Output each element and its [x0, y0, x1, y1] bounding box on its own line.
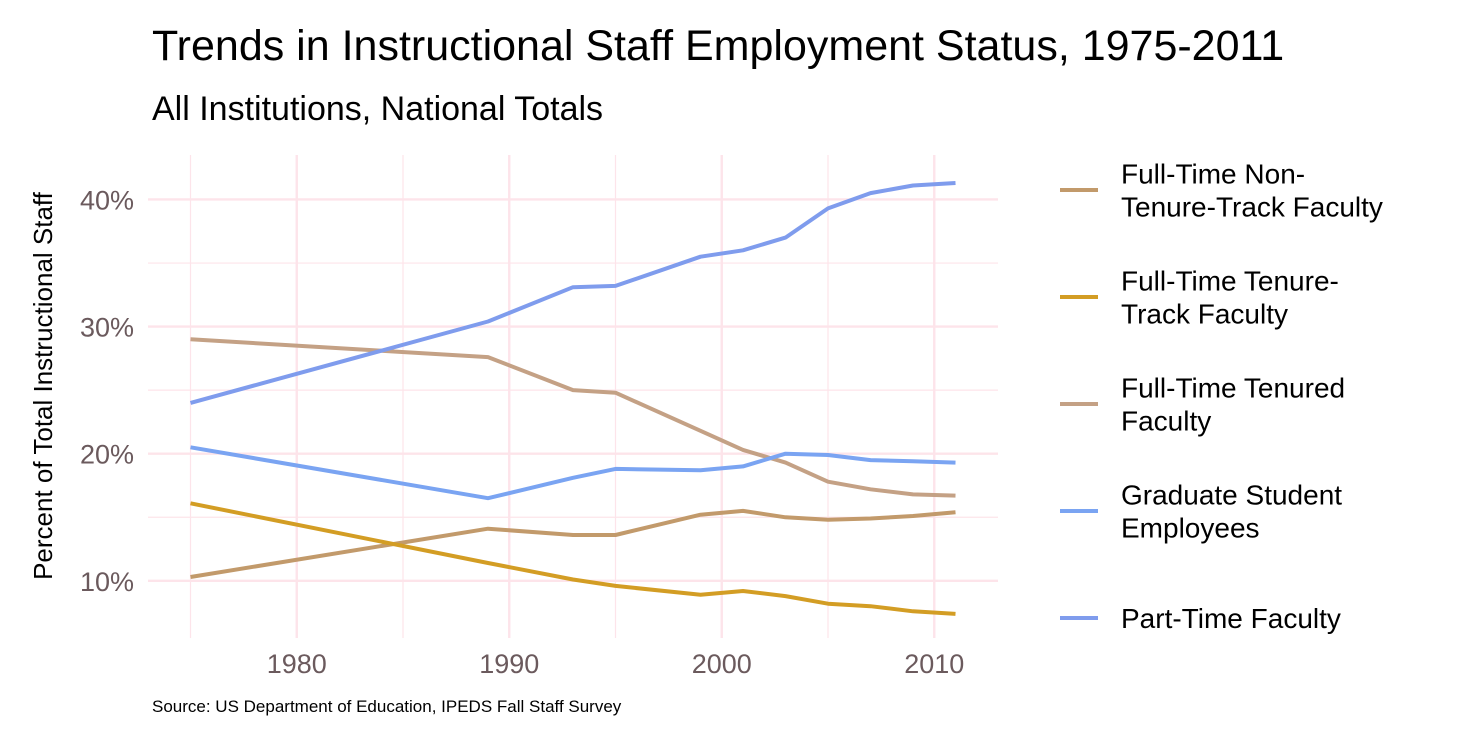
legend-label: Full-Time Tenured Faculty [1121, 373, 1345, 437]
series-line-4 [190, 445, 956, 501]
legend-item[interactable]: Full-Time Non-Tenure-Track Faculty [1060, 159, 1383, 223]
chart-title: Trends in Instructional Staff Employment… [152, 22, 1285, 70]
legend-label: Full-Time Tenure-Track Faculty [1121, 266, 1339, 330]
chart-subtitle: All Institutions, National Totals [152, 90, 604, 128]
legend-label: Full-Time Non-Tenure-Track Faculty [1121, 159, 1383, 223]
y-axis-title: Percent of Total Instructional Staff [28, 191, 58, 580]
y-axis-ticks: 10% 20% 30% 40% [80, 185, 134, 596]
series-line-5 [189, 181, 956, 405]
legend-item[interactable]: Part-Time Faculty [1060, 603, 1341, 634]
series-line-2 [190, 501, 956, 616]
legend-label: Part-Time Faculty [1121, 603, 1341, 634]
legend-item[interactable]: Graduate Student Employees [1060, 480, 1342, 544]
series-line-3 [190, 337, 956, 498]
legend-item[interactable]: Full-Time Tenure-Track Faculty [1060, 266, 1339, 330]
grid-lines [148, 155, 998, 638]
legend[interactable]: Full-Time Non-Tenure-Track Faculty Full-T… [1060, 159, 1383, 635]
x-tick-label: 1980 [267, 649, 327, 679]
y-tick-label: 30% [80, 313, 134, 343]
legend-label: Graduate Student Employees [1121, 480, 1342, 544]
source-caption: Source: US Department of Education, IPED… [152, 697, 622, 716]
y-tick-label: 40% [80, 185, 134, 215]
series-lines [189, 181, 956, 616]
legend-item[interactable]: Full-Time Tenured Faculty [1060, 373, 1345, 437]
x-axis-ticks: 1980 1990 2000 2010 [267, 649, 965, 679]
y-tick-label: 10% [80, 567, 134, 597]
series-line-1 [190, 508, 956, 579]
y-tick-label: 20% [80, 440, 134, 470]
x-tick-label: 2000 [692, 649, 752, 679]
x-tick-label: 1990 [479, 649, 539, 679]
x-tick-label: 2010 [904, 649, 964, 679]
